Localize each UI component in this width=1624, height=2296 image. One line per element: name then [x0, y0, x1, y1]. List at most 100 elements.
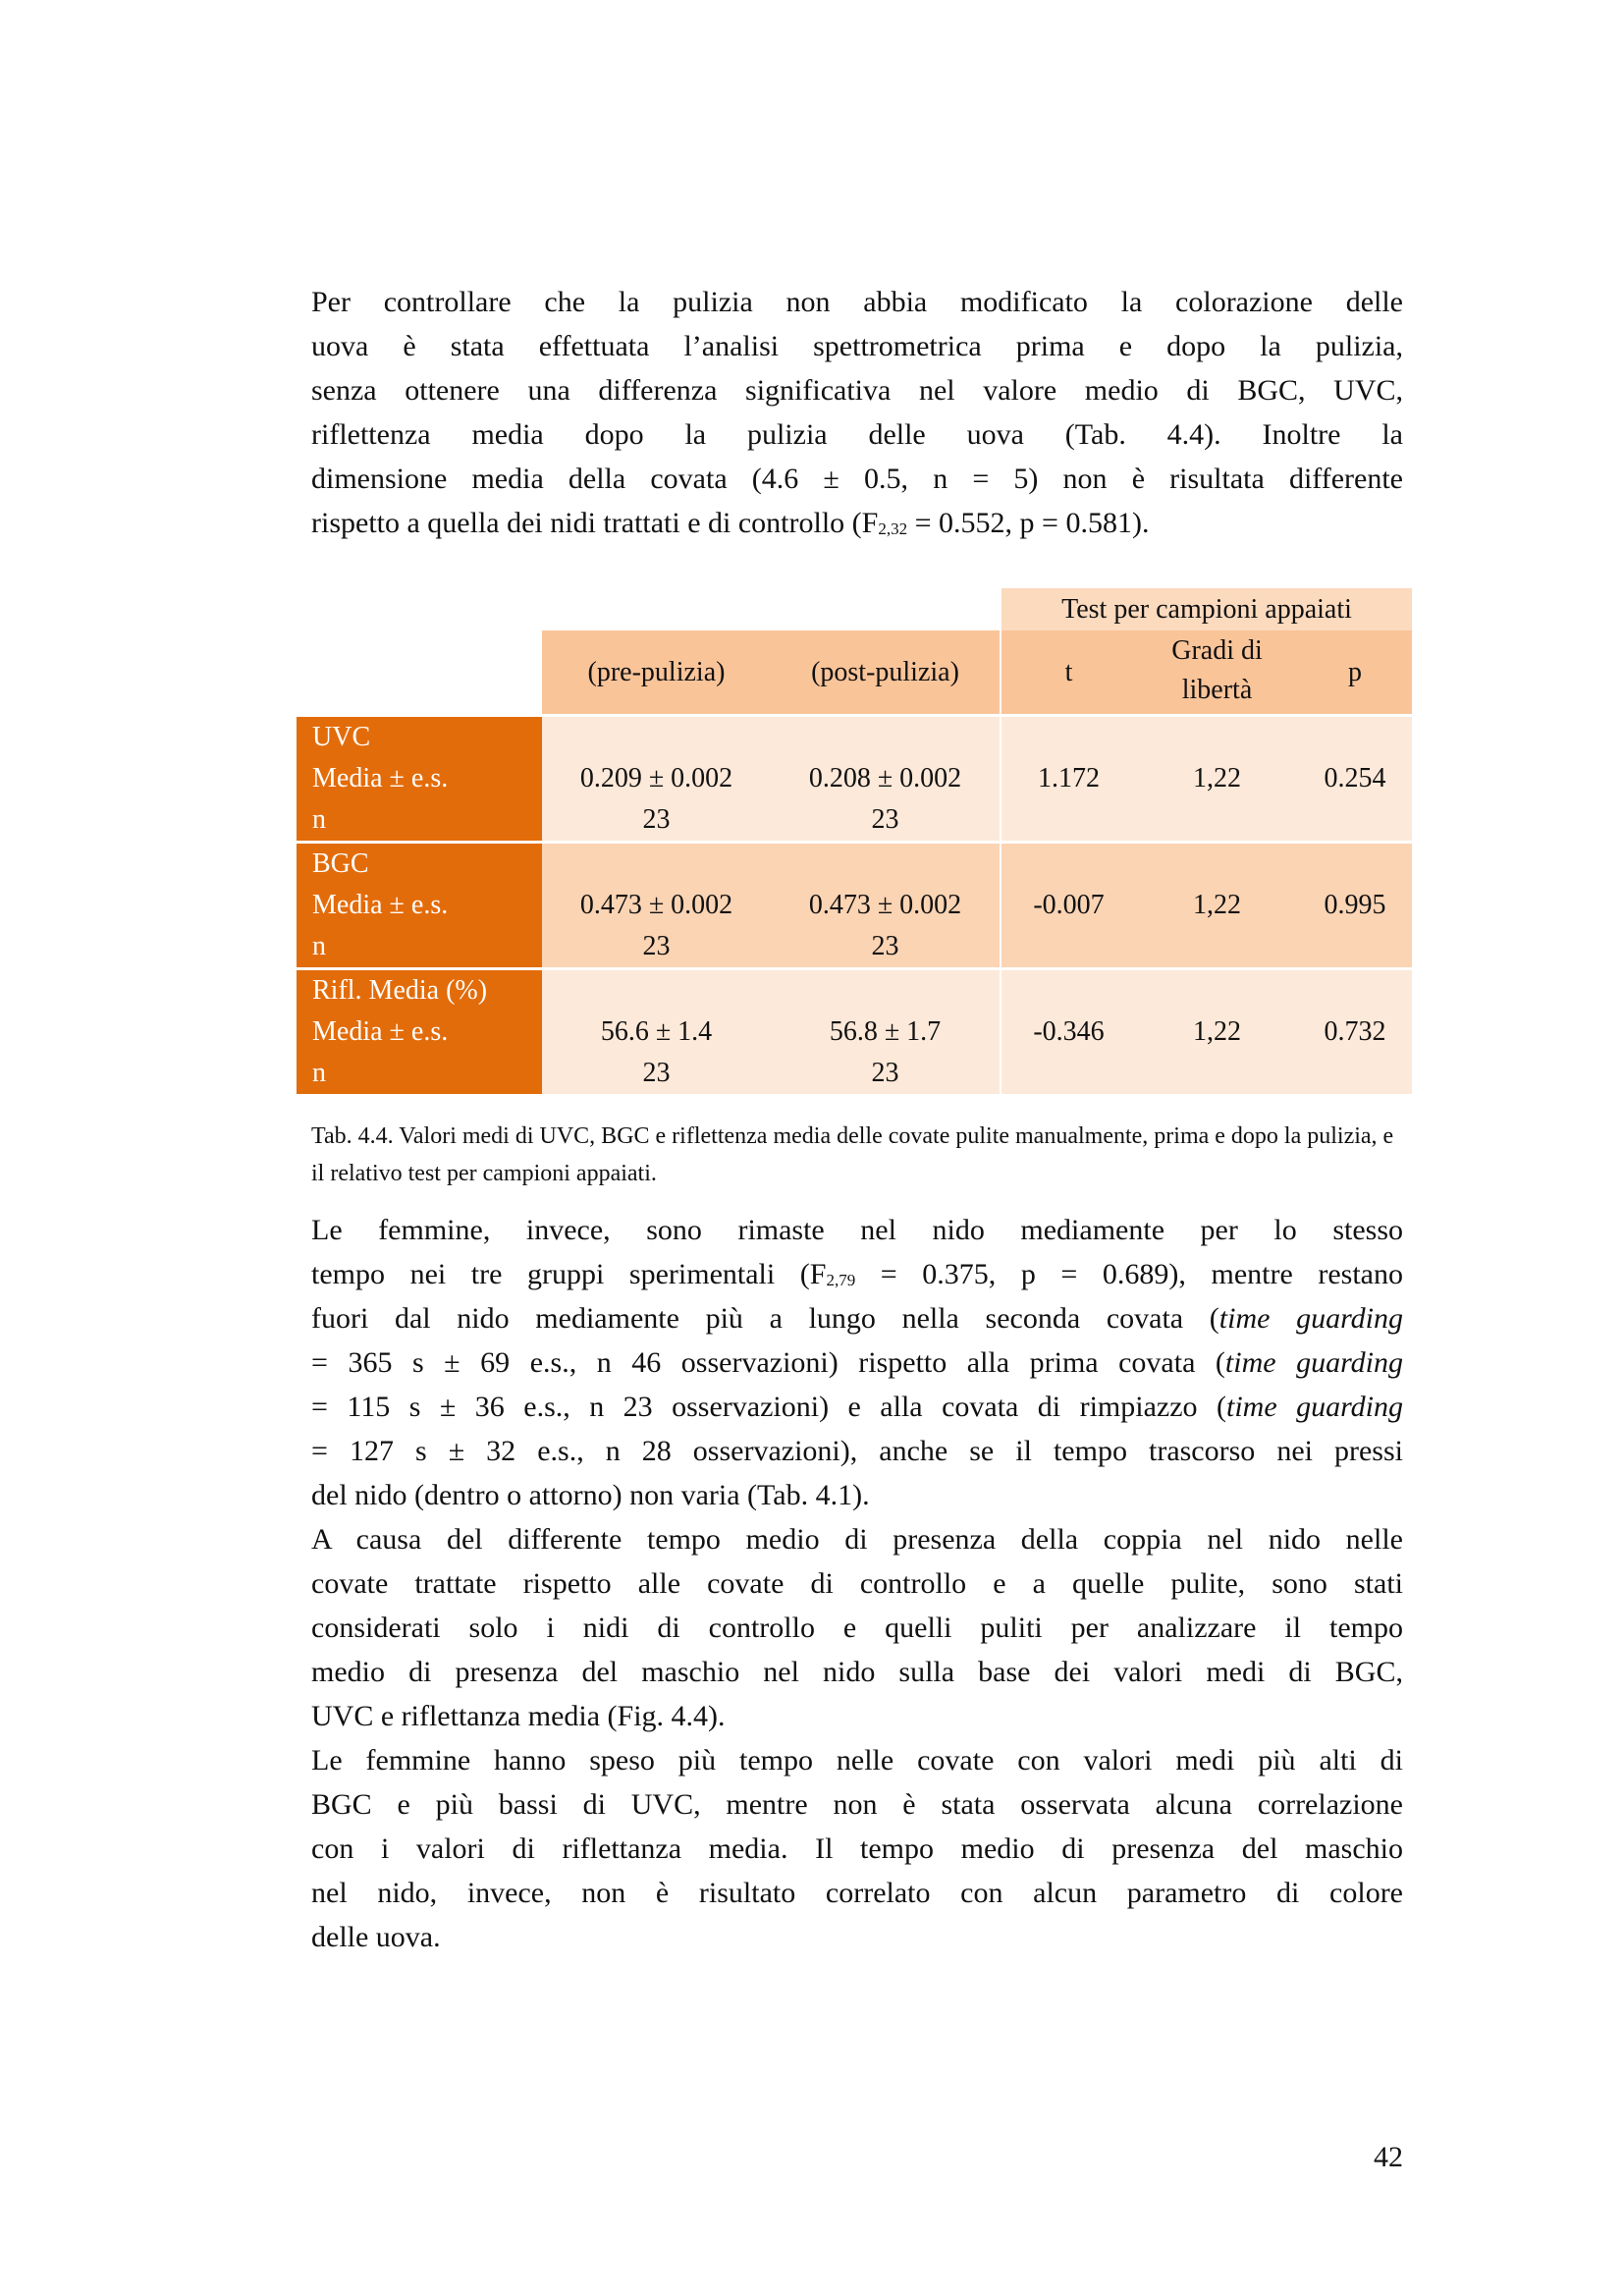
- post-value: 56.8 ± 1.7: [829, 1016, 942, 1047]
- subscript: 2,32: [878, 519, 908, 538]
- text-segment: tempo nei tre gruppi sperimentali (F: [311, 1258, 827, 1290]
- row-label: UVC Media ± e.s. n: [297, 714, 542, 843]
- text-line: riflettenza media dopo la pulizia delle …: [311, 412, 1403, 457]
- text-segment: senza ottenere una differenza significat…: [311, 374, 1403, 407]
- pre-cell: 0.473 ± 0.002 23: [542, 841, 771, 969]
- text-line: fuori dal nido mediamente più a lungo ne…: [311, 1296, 1403, 1340]
- pre-n: 23: [642, 1058, 671, 1088]
- pre-value: 56.6 ± 1.4: [600, 1016, 713, 1047]
- text-line: UVC e riflettanza media (Fig. 4.4).: [311, 1694, 1403, 1738]
- post-n: 23: [871, 931, 899, 961]
- pre-cell: 56.6 ± 1.4 23: [542, 967, 771, 1094]
- text-segment: = 0.552, p = 0.581).: [907, 507, 1150, 539]
- group-header: Test per campioni appaiati: [1000, 588, 1412, 630]
- stat-label: Media ± e.s.: [312, 763, 449, 793]
- text-line: BGC e più bassi di UVC, mentre non è sta…: [311, 1782, 1403, 1827]
- text-segment: Le femmine hanno speso più tempo nelle c…: [311, 1744, 1403, 1777]
- paragraph-2: Le femmine, invece, sono rimaste nel nid…: [311, 1208, 1403, 1517]
- text-segment: = 0.375, p = 0.689), mentre restano: [855, 1258, 1403, 1290]
- text-line: con i valori di riflettanza media. Il te…: [311, 1827, 1403, 1871]
- page-number: 42: [1374, 2141, 1403, 2173]
- text-line: A causa del differente tempo medio di pr…: [311, 1517, 1403, 1561]
- row-label: Rifl. Media (%) Media ± e.s. n: [297, 967, 542, 1094]
- text-line: senza ottenere una differenza significat…: [311, 368, 1403, 412]
- table-caption: Tab. 4.4. Valori medi di UVC, BGC e rifl…: [311, 1123, 1394, 1186]
- pre-n: 23: [642, 931, 671, 961]
- post-cell: 0.473 ± 0.002 23: [771, 841, 1001, 969]
- n-label: n: [312, 931, 326, 961]
- text-segment: covate trattate rispetto alle covate di …: [311, 1567, 1403, 1600]
- df-value: 1,22: [1136, 714, 1298, 843]
- text-segment: = 115 s ± 36 e.s., n 23 osservazioni) e …: [311, 1391, 1226, 1423]
- text-segment: medio di presenza del maschio nel nido s…: [311, 1656, 1403, 1688]
- row-label: BGC Media ± e.s. n: [297, 841, 542, 969]
- post-cell: 56.8 ± 1.7 23: [771, 967, 1001, 1094]
- text-segment: riflettenza media dopo la pulizia delle …: [311, 418, 1403, 451]
- text-segment: = 365 s ± 69 e.s., n 46 osservazioni) ri…: [311, 1346, 1225, 1379]
- post-n: 23: [871, 1058, 899, 1088]
- text-line: covate trattate rispetto alle covate di …: [311, 1561, 1403, 1606]
- text-line: = 365 s ± 69 e.s., n 46 osservazioni) ri…: [311, 1340, 1403, 1385]
- pre-n: 23: [642, 804, 671, 835]
- results-table: Test per campioni appaiati (pre-pulizia)…: [297, 588, 1412, 1094]
- text-segment: dimensione media della covata (4.6 ± 0.5…: [311, 463, 1403, 495]
- text-segment: Per controllare che la pulizia non abbia…: [311, 286, 1403, 318]
- table-row: Rifl. Media (%) Media ± e.s. n 56.6 ± 1.4 23…: [297, 967, 1412, 1094]
- post-n: 23: [871, 804, 899, 835]
- text-line: uova è stata effettuata l’analisi spettr…: [311, 324, 1403, 368]
- text-line: = 115 s ± 36 e.s., n 23 osservazioni) e …: [311, 1385, 1403, 1429]
- column-header-df: Gradi di libertà: [1136, 630, 1298, 716]
- text-line: del nido (dentro o attorno) non varia (T…: [311, 1473, 1403, 1517]
- italic-term: time guarding: [1226, 1391, 1404, 1423]
- pre-cell: 0.209 ± 0.002 23: [542, 714, 771, 843]
- text-segment: rispetto a quella dei nidi trattati e di…: [311, 507, 879, 539]
- df-value: 1,22: [1136, 841, 1298, 969]
- column-header-p: p: [1298, 630, 1412, 716]
- text-line: delle uova.: [311, 1915, 1403, 1959]
- pre-value: 0.209 ± 0.002: [579, 763, 733, 793]
- pre-value: 0.473 ± 0.002: [579, 890, 733, 920]
- post-cell: 0.208 ± 0.002 23: [771, 714, 1001, 843]
- p-value: 0.995: [1298, 841, 1412, 969]
- text-segment: Le femmine, invece, sono rimaste nel nid…: [311, 1214, 1403, 1246]
- text-line: dimensione media della covata (4.6 ± 0.5…: [311, 457, 1403, 501]
- paragraph-4: Le femmine hanno speso più tempo nelle c…: [311, 1738, 1403, 1959]
- text-line: Per controllare che la pulizia non abbia…: [311, 280, 1403, 324]
- n-label: n: [312, 804, 326, 835]
- italic-term: time guarding: [1218, 1302, 1403, 1335]
- text-segment: delle uova.: [311, 1921, 441, 1953]
- t-value: 1.172: [1000, 714, 1136, 843]
- column-header-t: t: [1000, 630, 1136, 716]
- variable-name: Rifl. Media (%): [312, 975, 488, 1006]
- text-line: considerati solo i nidi di controllo e q…: [311, 1606, 1403, 1650]
- stat-label: Media ± e.s.: [312, 890, 449, 920]
- text-segment: A causa del differente tempo medio di pr…: [311, 1523, 1403, 1556]
- column-header-post: (post-pulizia): [771, 630, 1001, 716]
- text-segment: con i valori di riflettanza media. Il te…: [311, 1832, 1403, 1865]
- paragraph-1: Per controllare che la pulizia non abbia…: [311, 280, 1403, 545]
- text-segment: UVC e riflettanza media (Fig. 4.4).: [311, 1700, 726, 1732]
- text-segment: nel nido, invece, non è risultato correl…: [311, 1877, 1403, 1909]
- text-segment: uova è stata effettuata l’analisi spettr…: [311, 330, 1403, 362]
- table-row: BGC Media ± e.s. n 0.473 ± 0.002 23 0.473 ± 0…: [297, 841, 1412, 969]
- italic-term: time guarding: [1224, 1346, 1403, 1379]
- p-value: 0.732: [1298, 967, 1412, 1094]
- text-line: Le femmine, invece, sono rimaste nel nid…: [311, 1208, 1403, 1252]
- text-segment: BGC e più bassi di UVC, mentre non è sta…: [311, 1788, 1403, 1821]
- post-value: 0.473 ± 0.002: [808, 890, 962, 920]
- text-line: nel nido, invece, non è risultato correl…: [311, 1871, 1403, 1915]
- column-header-pre: (pre-pulizia): [542, 630, 771, 716]
- text-line: rispetto a quella dei nidi trattati e di…: [311, 501, 1403, 545]
- text-segment: considerati solo i nidi di controllo e q…: [311, 1612, 1403, 1644]
- text-segment: fuori dal nido mediamente più a lungo ne…: [311, 1302, 1219, 1335]
- table-row: UVC Media ± e.s. n 0.209 ± 0.002 23 0.208 ± 0…: [297, 714, 1412, 843]
- text-line: medio di presenza del maschio nel nido s…: [311, 1650, 1403, 1694]
- text-line: Le femmine hanno speso più tempo nelle c…: [311, 1738, 1403, 1782]
- n-label: n: [312, 1058, 326, 1088]
- t-value: -0.346: [1000, 967, 1136, 1094]
- paragraph-3: A causa del differente tempo medio di pr…: [311, 1517, 1403, 1738]
- p-value: 0.254: [1298, 714, 1412, 843]
- post-value: 0.208 ± 0.002: [808, 763, 962, 793]
- variable-name: BGC: [312, 848, 369, 879]
- df-value: 1,22: [1136, 967, 1298, 1094]
